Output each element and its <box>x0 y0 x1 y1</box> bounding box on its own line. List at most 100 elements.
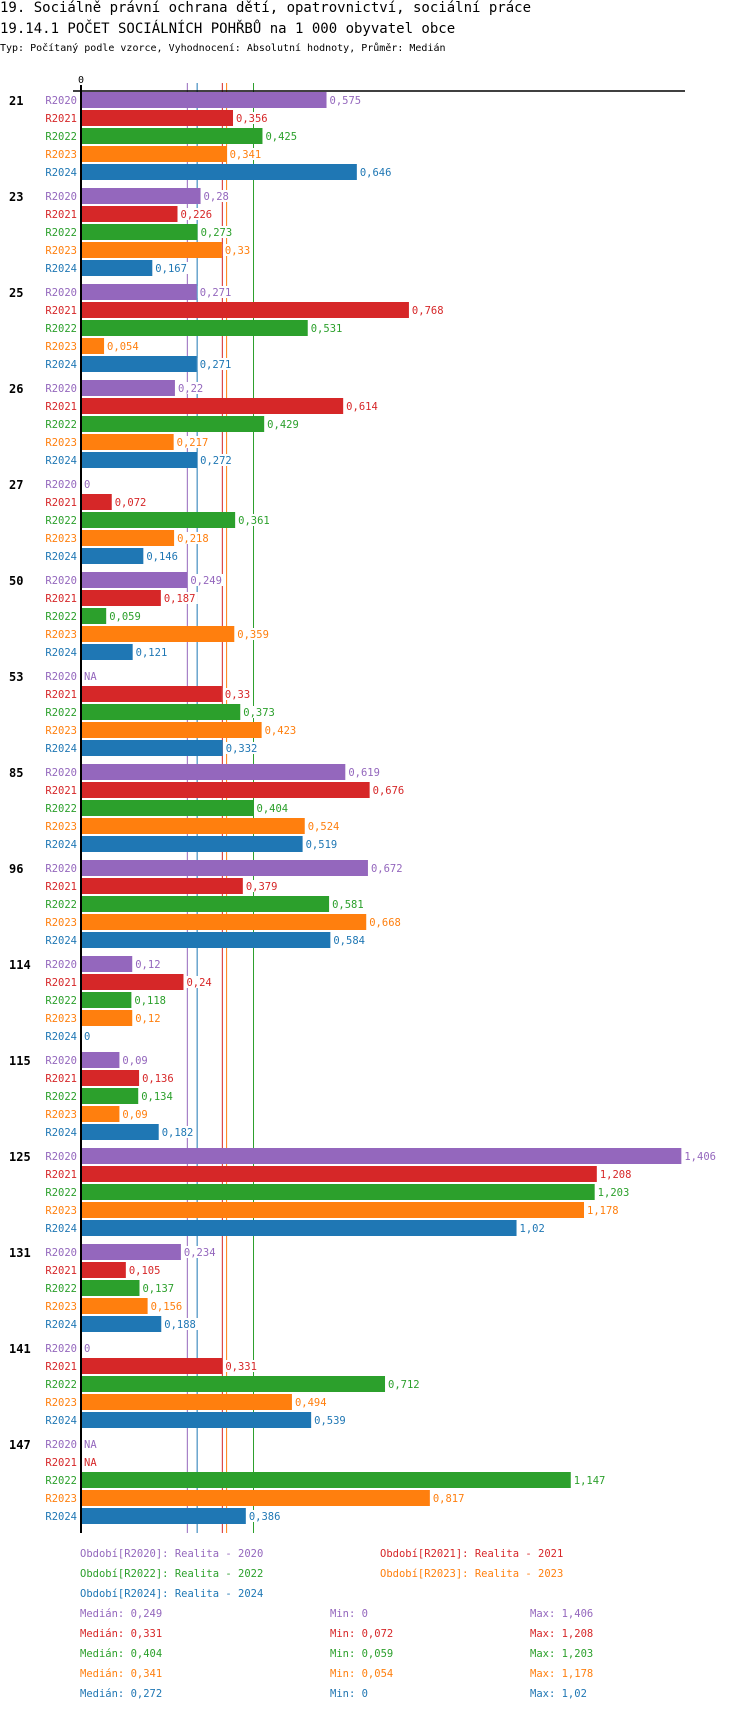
value-label: 0,584 <box>333 935 365 947</box>
value-label: 0,121 <box>136 647 168 659</box>
value-label: 0,423 <box>265 725 297 737</box>
value-label-bg <box>367 916 404 928</box>
bar <box>81 1088 139 1104</box>
bar <box>81 1508 246 1524</box>
value-label: 0,539 <box>314 1415 346 1427</box>
legend-min: Min: 0,054 <box>330 1668 394 1680</box>
value-label-bg <box>184 976 215 988</box>
value-label: 0,271 <box>200 359 232 371</box>
bar <box>81 452 198 468</box>
series-label: R2022 <box>45 1091 77 1103</box>
series-label: R2024 <box>45 935 77 947</box>
section-title: 19. Sociálně právní ochrana dětí, opatro… <box>0 0 532 16</box>
series-label: R2022 <box>45 1475 77 1487</box>
value-label-bg <box>571 1474 608 1486</box>
bar <box>81 1472 571 1488</box>
series-label: R2024 <box>45 839 77 851</box>
series-label: R2021 <box>45 1361 77 1373</box>
series-label: R2021 <box>45 1073 77 1085</box>
value-label: 0,386 <box>249 1511 281 1523</box>
bar <box>81 110 234 126</box>
category-label: 115 <box>9 1054 31 1068</box>
series-label: R2021 <box>45 977 77 989</box>
value-label-bg <box>82 670 99 682</box>
legend-period-item: Období[R2021]: Realita - 2021 <box>380 1548 564 1560</box>
series-label: R2022 <box>45 1187 77 1199</box>
value-label: 0,33 <box>225 689 250 701</box>
bar <box>81 1070 140 1086</box>
value-label: 0,188 <box>164 1319 196 1331</box>
value-label: 0,575 <box>330 95 362 107</box>
bar <box>81 1412 312 1428</box>
series-label: R2023 <box>45 1493 77 1505</box>
value-label-bg <box>162 1318 199 1330</box>
value-label: 0,105 <box>129 1265 161 1277</box>
series-label: R2021 <box>45 881 77 893</box>
value-label-bg <box>197 286 234 298</box>
bar <box>81 644 133 660</box>
value-label: 0,182 <box>162 1127 194 1139</box>
value-label-bg <box>357 166 394 178</box>
value-label-bg <box>197 358 234 370</box>
value-label: 1,208 <box>600 1169 632 1181</box>
series-label: R2021 <box>45 497 77 509</box>
bar <box>81 992 132 1008</box>
bar <box>81 434 174 450</box>
x-tick-label: 0 <box>78 75 84 86</box>
value-label: 0,668 <box>369 917 401 929</box>
value-label: 0,136 <box>142 1073 174 1085</box>
bar <box>81 1316 162 1332</box>
bar <box>81 932 331 948</box>
value-label: 0,146 <box>146 551 178 563</box>
value-label: 0 <box>84 1031 90 1043</box>
value-label: 0,33 <box>225 245 250 257</box>
value-label: 0,404 <box>257 803 289 815</box>
bar <box>81 1052 120 1068</box>
value-label-bg <box>153 262 190 274</box>
legend-period-item: Období[R2023]: Realita - 2023 <box>380 1568 564 1580</box>
series-label: R2022 <box>45 803 77 815</box>
value-label-bg <box>139 1090 176 1102</box>
value-label: 0,217 <box>177 437 209 449</box>
value-label: 0,494 <box>295 1397 327 1409</box>
series-label: R2020 <box>45 671 77 683</box>
series-label: R2021 <box>45 689 77 701</box>
bar <box>81 896 330 912</box>
category-label: 141 <box>9 1342 31 1356</box>
value-label: 0,531 <box>311 323 343 335</box>
bar <box>81 356 197 372</box>
value-label: 0,234 <box>184 1247 216 1259</box>
bar <box>81 530 175 546</box>
legend-period-item: Období[R2022]: Realita - 2022 <box>80 1568 264 1580</box>
legend-max: Max: 1,203 <box>530 1648 594 1660</box>
value-label-bg <box>174 436 211 448</box>
legend-median: Medián: 0,272 <box>80 1688 163 1700</box>
value-label-bg <box>241 706 278 718</box>
value-label-bg <box>517 1222 548 1234</box>
value-label-bg <box>346 766 383 778</box>
value-label-bg <box>175 532 212 544</box>
series-label: R2021 <box>45 305 77 317</box>
value-label-bg <box>409 304 446 316</box>
bar <box>81 512 236 528</box>
value-label: 0,646 <box>360 167 392 179</box>
bar <box>81 1202 585 1218</box>
value-label: 0,519 <box>306 839 338 851</box>
category-label: 26 <box>9 382 23 396</box>
value-label-bg <box>107 610 144 622</box>
value-label: 0,09 <box>122 1055 147 1067</box>
series-label: R2024 <box>45 455 77 467</box>
bar <box>81 188 201 204</box>
series-label: R2024 <box>45 1511 77 1523</box>
series-label: R2024 <box>45 647 77 659</box>
value-label-bg <box>236 514 273 526</box>
series-label: R2022 <box>45 611 77 623</box>
bar <box>81 1184 595 1200</box>
value-label: 0,218 <box>177 533 209 545</box>
value-label: 0,09 <box>122 1109 147 1121</box>
series-label: R2024 <box>45 1127 77 1139</box>
value-label-bg <box>144 550 181 562</box>
bar <box>81 1490 430 1506</box>
bar <box>81 590 161 606</box>
value-label-bg <box>132 994 169 1006</box>
